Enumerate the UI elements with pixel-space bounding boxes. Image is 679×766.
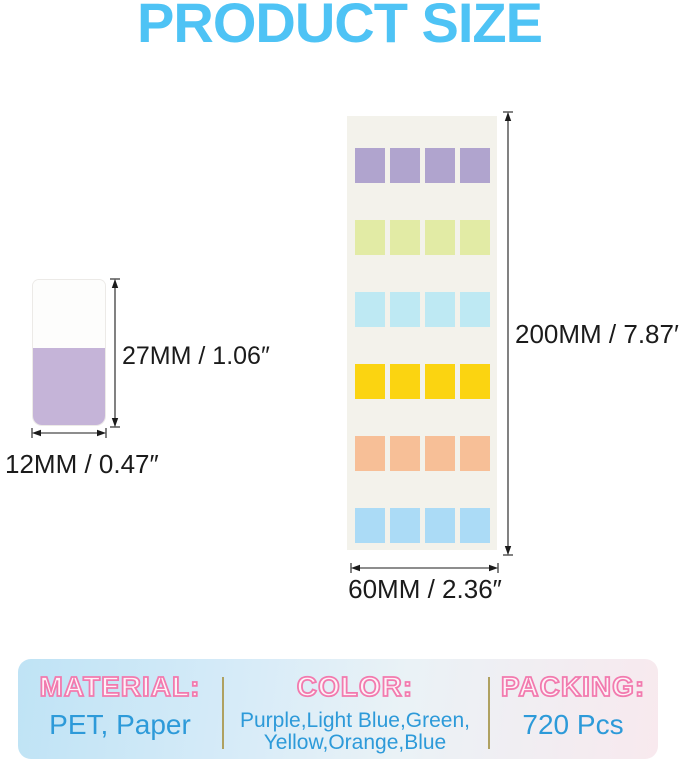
- tab-square-orange: [425, 436, 455, 471]
- color-value-line-1: Purple,Light Blue,Green,: [240, 709, 470, 732]
- tab-sample-colored-part: [33, 348, 105, 425]
- tab-row-light-blue: [347, 292, 497, 327]
- color-value-line-2: Yellow,Orange,Blue: [263, 731, 447, 754]
- banner-divider: [488, 677, 490, 749]
- tab-square-yellow: [355, 364, 385, 399]
- tab-square-blue: [460, 508, 490, 543]
- banner-divider: [222, 677, 224, 749]
- tab-row-blue: [347, 508, 497, 543]
- tab-square-orange: [460, 436, 490, 471]
- color-section: COLOR: Purple,Light Blue,Green, Yellow,O…: [222, 659, 488, 759]
- tab-square-purple: [425, 148, 455, 183]
- sheet-height-label: 200MM / 7.87″: [515, 319, 679, 349]
- tab-square-light-blue: [390, 292, 420, 327]
- material-heading: MATERIAL:: [39, 671, 201, 702]
- tab-square-light-blue: [425, 292, 455, 327]
- tab-row-green: [347, 220, 497, 255]
- material-section: MATERIAL: PET, Paper: [18, 659, 222, 759]
- tab-square-blue: [355, 508, 385, 543]
- sheet-width-label: 60MM / 2.36″: [348, 574, 502, 604]
- tab-square-green: [390, 220, 420, 255]
- color-value: Purple,Light Blue,Green, Yellow,Orange,B…: [240, 710, 470, 754]
- tab-height-dimension-arrow: [110, 278, 120, 428]
- tab-square-green: [355, 220, 385, 255]
- tab-square-orange: [355, 436, 385, 471]
- single-tab-sample: [33, 280, 105, 425]
- material-value: PET, Paper: [49, 709, 191, 740]
- tab-width-label: 12MM / 0.47″: [5, 449, 159, 479]
- packing-value: 720 Pcs: [522, 709, 624, 740]
- sheet-height-dimension-arrow: [503, 111, 513, 556]
- tab-square-yellow: [390, 364, 420, 399]
- tab-square-light-blue: [355, 292, 385, 327]
- tab-square-light-blue: [460, 292, 490, 327]
- tab-row-orange: [347, 436, 497, 471]
- tab-square-green: [460, 220, 490, 255]
- sheet-width-dimension-arrow: [350, 563, 499, 573]
- tab-sheet: [347, 116, 497, 550]
- tab-row-purple: [347, 148, 497, 183]
- tab-row-yellow: [347, 364, 497, 399]
- tab-square-green: [425, 220, 455, 255]
- page-title: PRODUCT SIZE: [137, 0, 543, 54]
- tab-square-purple: [460, 148, 490, 183]
- tab-height-label: 27MM / 1.06″: [122, 342, 270, 370]
- tab-width-dimension-arrow: [31, 428, 107, 438]
- tab-square-blue: [425, 508, 455, 543]
- tab-square-blue: [390, 508, 420, 543]
- tab-square-orange: [390, 436, 420, 471]
- packing-heading: PACKING:: [500, 671, 646, 702]
- packing-section: PACKING: 720 Pcs: [488, 659, 658, 759]
- tab-square-yellow: [425, 364, 455, 399]
- color-heading: COLOR:: [296, 671, 414, 702]
- tab-square-yellow: [460, 364, 490, 399]
- tab-square-purple: [355, 148, 385, 183]
- info-banner: MATERIAL: PET, Paper COLOR: Purple,Light…: [18, 659, 658, 759]
- tab-square-purple: [390, 148, 420, 183]
- tab-sample-white-part: [33, 280, 105, 348]
